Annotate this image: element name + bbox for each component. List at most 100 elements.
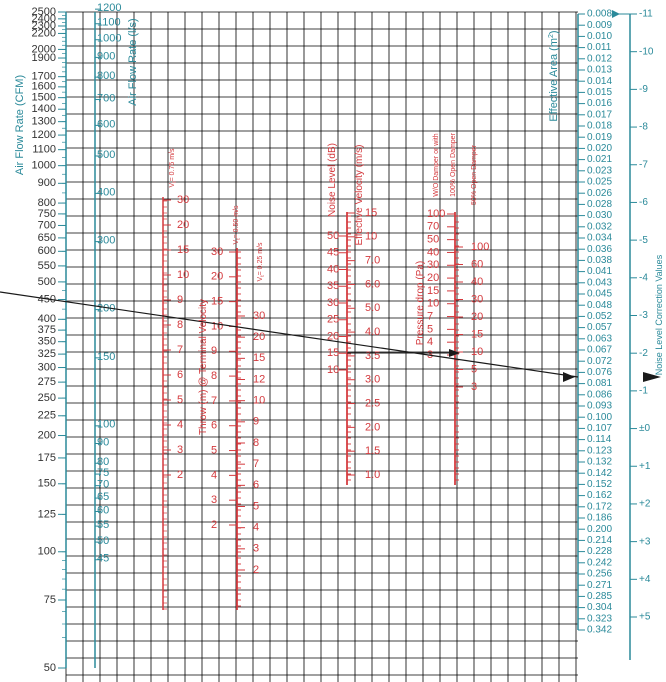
area-tick-label: 0.285 bbox=[587, 591, 612, 602]
cfm-tick-label: 50 bbox=[44, 662, 56, 674]
area-tick-label: 0.021 bbox=[587, 154, 612, 165]
damper-tick-label: 100 bbox=[471, 241, 489, 253]
throw025-tick-label: 12 bbox=[253, 373, 265, 385]
noise-level-title: Noise Level (dB) bbox=[327, 143, 338, 217]
throw050-tick-label: 2 bbox=[211, 519, 217, 531]
area-tick-label: 0.214 bbox=[587, 535, 612, 546]
chart-marks: 2500240023002200200019001700160015001400… bbox=[0, 2, 661, 674]
area-tick-label: 0.152 bbox=[587, 479, 612, 490]
area-tick-label: 0.132 bbox=[587, 457, 612, 468]
cfm-tick-label: 1200 bbox=[32, 129, 56, 141]
ls-tick-label: 1200 bbox=[97, 2, 121, 14]
ls-tick-label: 45 bbox=[97, 553, 109, 565]
area-tick-label: 0.016 bbox=[587, 98, 612, 109]
throw025-tick-label: 30 bbox=[253, 310, 265, 322]
noise-corr-tick-label: -2 bbox=[639, 348, 648, 359]
open50-title: 50% Open Damper bbox=[471, 144, 478, 205]
noise-corr-tick-label: -1 bbox=[639, 386, 648, 397]
ls-tick-label: 1000 bbox=[97, 33, 121, 45]
area-tick-label: 0.052 bbox=[587, 311, 612, 322]
cfm-tick-label: 350 bbox=[38, 336, 56, 348]
area-tick-label: 0.271 bbox=[587, 580, 612, 591]
noise-tick-label: 45 bbox=[327, 247, 339, 259]
velocity-tick-label: 3.0 bbox=[365, 374, 380, 386]
cfm-tick-label: 2400 bbox=[32, 13, 56, 25]
pressure-tick-label: 10 bbox=[427, 298, 439, 310]
noise-tick-label: 35 bbox=[327, 280, 339, 292]
reference-arrow bbox=[563, 372, 575, 382]
area-tick-label: 0.081 bbox=[587, 378, 612, 389]
throw075-tick-label: 7 bbox=[177, 344, 183, 356]
noise-corr-tick-label: +2 bbox=[639, 499, 651, 510]
cfm-tick-label: 275 bbox=[38, 376, 56, 388]
ls-axis-title: Air Flow Rate (l/s) bbox=[127, 18, 139, 105]
velocity-tick-label: 15 bbox=[365, 207, 377, 219]
ls-tick-label: 1100 bbox=[97, 17, 121, 29]
area-tick-label: 0.043 bbox=[587, 277, 612, 288]
throw075-tick-label: 10 bbox=[177, 269, 189, 281]
area-tick-label: 0.123 bbox=[587, 445, 612, 456]
throw075-tick-label: 2 bbox=[177, 469, 183, 481]
throw025-tick-label: 15 bbox=[253, 352, 265, 364]
area-tick-label: 0.057 bbox=[587, 322, 612, 333]
area-tick-label: 0.038 bbox=[587, 255, 612, 266]
area-tick-label: 0.020 bbox=[587, 143, 612, 154]
area-tick-label: 0.018 bbox=[587, 121, 612, 132]
ls-tick-label: 400 bbox=[97, 186, 115, 198]
cfm-tick-label: 150 bbox=[38, 478, 56, 490]
ls-tick-label: 200 bbox=[97, 303, 115, 315]
pressure-tick-label: 5 bbox=[427, 323, 433, 335]
effective-velocity-title: Effective Velocity (m/s) bbox=[354, 145, 365, 246]
area-tick-label: 0.256 bbox=[587, 569, 612, 580]
cfm-tick-label: 2500 bbox=[32, 6, 56, 18]
noise-corr-tick-label: +1 bbox=[639, 461, 651, 472]
ls-tick-label: 60 bbox=[97, 504, 109, 516]
pressure-tick-label: 50 bbox=[427, 234, 439, 246]
pressure-tick-label: 40 bbox=[427, 246, 439, 258]
throw025-tick-label: 5 bbox=[253, 500, 259, 512]
damper-tick-label: 30 bbox=[471, 293, 483, 305]
ls-tick-label: 100 bbox=[97, 419, 115, 431]
reference-line bbox=[0, 291, 579, 378]
wo-damper-title: W/O Damper or with bbox=[433, 133, 440, 197]
cfm-tick-label: 325 bbox=[38, 348, 56, 360]
throw050-tick-label: 9 bbox=[211, 345, 217, 357]
area-tick-label: 0.012 bbox=[587, 53, 612, 64]
cfm-tick-label: 300 bbox=[38, 361, 56, 373]
cfm-tick-label: 750 bbox=[38, 208, 56, 220]
cfm-tick-label: 2000 bbox=[32, 43, 56, 55]
noise-corr-tick-label: -9 bbox=[639, 84, 648, 95]
chart-grid bbox=[65, 11, 578, 682]
pressure-tick-label: 7 bbox=[427, 310, 433, 322]
area-tick-label: 0.323 bbox=[587, 613, 612, 624]
cfm-tick-label: 250 bbox=[38, 392, 56, 404]
area-tick-label: 0.045 bbox=[587, 289, 612, 300]
throw-vt025-title: Vt= 0.25 m/s bbox=[257, 242, 266, 281]
throw025-tick-label: 20 bbox=[253, 331, 265, 343]
area-tick-label: 0.011 bbox=[587, 42, 612, 53]
area-tick-label: 0.032 bbox=[587, 221, 612, 232]
area-tick-label: 0.086 bbox=[587, 389, 612, 400]
area-tick-label: 0.008 bbox=[587, 9, 612, 20]
ls-tick-label: 700 bbox=[97, 92, 115, 104]
area-tick-label: 0.304 bbox=[587, 602, 612, 613]
area-tick-label: 0.114 bbox=[587, 434, 612, 445]
throw025-tick-label: 6 bbox=[253, 479, 259, 491]
throw025-tick-label: 7 bbox=[253, 458, 259, 470]
damper-tick-label: 15 bbox=[471, 328, 483, 340]
throw075-tick-label: 8 bbox=[177, 319, 183, 331]
noise-correction-title: Noise Level Correction Values bbox=[654, 254, 664, 375]
area-tick-label: 0.228 bbox=[587, 546, 612, 557]
damper-tick-label: 20 bbox=[471, 311, 483, 323]
damper-tick-label: 3 bbox=[471, 381, 477, 393]
throw050-tick-label: 4 bbox=[211, 469, 217, 481]
velocity-tick-label: 1.5 bbox=[365, 445, 380, 457]
cfm-tick-label: 550 bbox=[38, 260, 56, 272]
throw050-tick-label: 15 bbox=[211, 296, 223, 308]
area-tick-label: 0.019 bbox=[587, 132, 612, 143]
velocity-tick-label: 10 bbox=[365, 231, 377, 243]
area-tick-label: 0.015 bbox=[587, 87, 612, 98]
area-tick-label: 0.036 bbox=[587, 244, 612, 255]
area-tick-label: 0.142 bbox=[587, 468, 612, 479]
throw-vt050-title: Vt= 0.50 m/s bbox=[233, 205, 242, 244]
